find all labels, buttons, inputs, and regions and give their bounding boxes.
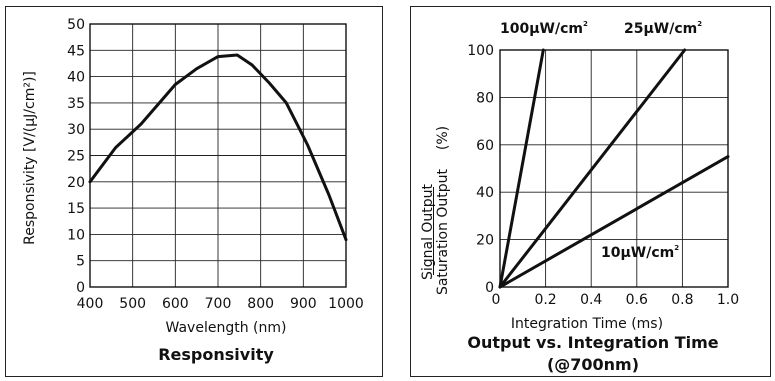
series-line-100uw xyxy=(498,48,545,289)
output-chart-title: Output vs. Integration Time xyxy=(467,333,718,352)
responsivity-x-axis-label: Wavelength (nm) xyxy=(166,320,287,336)
y-tick-label: 15 xyxy=(67,201,85,217)
y-tick-label: 5 xyxy=(76,254,85,270)
x-tick-label: 0 xyxy=(492,292,501,308)
responsivity-panel-frame xyxy=(5,6,383,377)
y-tick-label: 0 xyxy=(76,280,85,296)
x-tick-label: 0.4 xyxy=(580,292,602,308)
y-tick-label: 0 xyxy=(485,280,494,296)
series-line-25uw xyxy=(498,48,687,289)
output-y-axis-label-line1: Signal Output xyxy=(420,183,436,280)
series-label-100uw: 100μW/cm2 xyxy=(500,20,588,37)
output-y-axis-unit: (%) xyxy=(435,126,451,150)
y-tick-label: 10 xyxy=(67,227,85,243)
output-panel-frame xyxy=(410,6,771,377)
responsivity-panel: 0 5 10 15 20 25 30 35 40 45 50 400 500 600 700 800 900 1… xyxy=(5,6,383,377)
output-series xyxy=(498,48,730,289)
output-x-axis-label: Integration Time (ms) xyxy=(511,316,663,332)
y-tick-label: 45 xyxy=(67,43,85,59)
responsivity-x-ticks: 400 500 600 700 800 900 1000 xyxy=(77,296,364,312)
x-tick-label: 0.8 xyxy=(671,292,693,308)
responsivity-curve xyxy=(88,53,348,242)
y-tick-label: 100 xyxy=(467,43,494,59)
series-label-10uw: 10μW/cm2 xyxy=(601,244,679,261)
output-y-axis-label-line2: Saturation Output xyxy=(435,168,451,295)
x-tick-label: 1.0 xyxy=(717,292,739,308)
y-tick-label: 20 xyxy=(67,175,85,191)
output-x-ticks: 0 0.2 0.4 0.6 0.8 1.0 xyxy=(492,292,740,308)
output-y-ticks: 0 20 40 60 80 100 xyxy=(467,43,494,296)
x-tick-label: 0.2 xyxy=(534,292,556,308)
x-tick-label: 1000 xyxy=(328,296,364,312)
series-label-25uw: 25μW/cm2 xyxy=(624,20,702,37)
x-tick-label: 600 xyxy=(162,296,189,312)
y-tick-label: 80 xyxy=(476,90,494,106)
y-tick-label: 40 xyxy=(476,185,494,201)
responsivity-grid xyxy=(89,23,347,288)
x-tick-label: 800 xyxy=(247,296,274,312)
y-tick-label: 20 xyxy=(476,233,494,249)
responsivity-y-ticks: 0 5 10 15 20 25 30 35 40 45 50 xyxy=(67,17,85,296)
responsivity-chart-title: Responsivity xyxy=(158,345,274,364)
x-tick-label: 700 xyxy=(205,296,232,312)
y-tick-label: 60 xyxy=(476,138,494,154)
responsivity-series xyxy=(88,53,348,242)
x-tick-label: 900 xyxy=(290,296,317,312)
y-tick-label: 50 xyxy=(67,17,85,33)
y-tick-label: 35 xyxy=(67,96,85,112)
y-tick-label: 30 xyxy=(67,122,85,138)
responsivity-y-axis-label: Responsivity [V/(μJ/cm²)] xyxy=(22,71,38,245)
series-line-10uw xyxy=(498,155,730,289)
output-chart-subtitle: (@700nm) xyxy=(547,355,639,374)
y-tick-label: 25 xyxy=(67,149,85,165)
responsivity-plot-area xyxy=(89,23,347,288)
x-tick-label: 500 xyxy=(119,296,146,312)
output-plot-area xyxy=(499,49,729,288)
x-tick-label: 0.6 xyxy=(626,292,648,308)
x-tick-label: 400 xyxy=(77,296,104,312)
y-tick-label: 40 xyxy=(67,70,85,86)
